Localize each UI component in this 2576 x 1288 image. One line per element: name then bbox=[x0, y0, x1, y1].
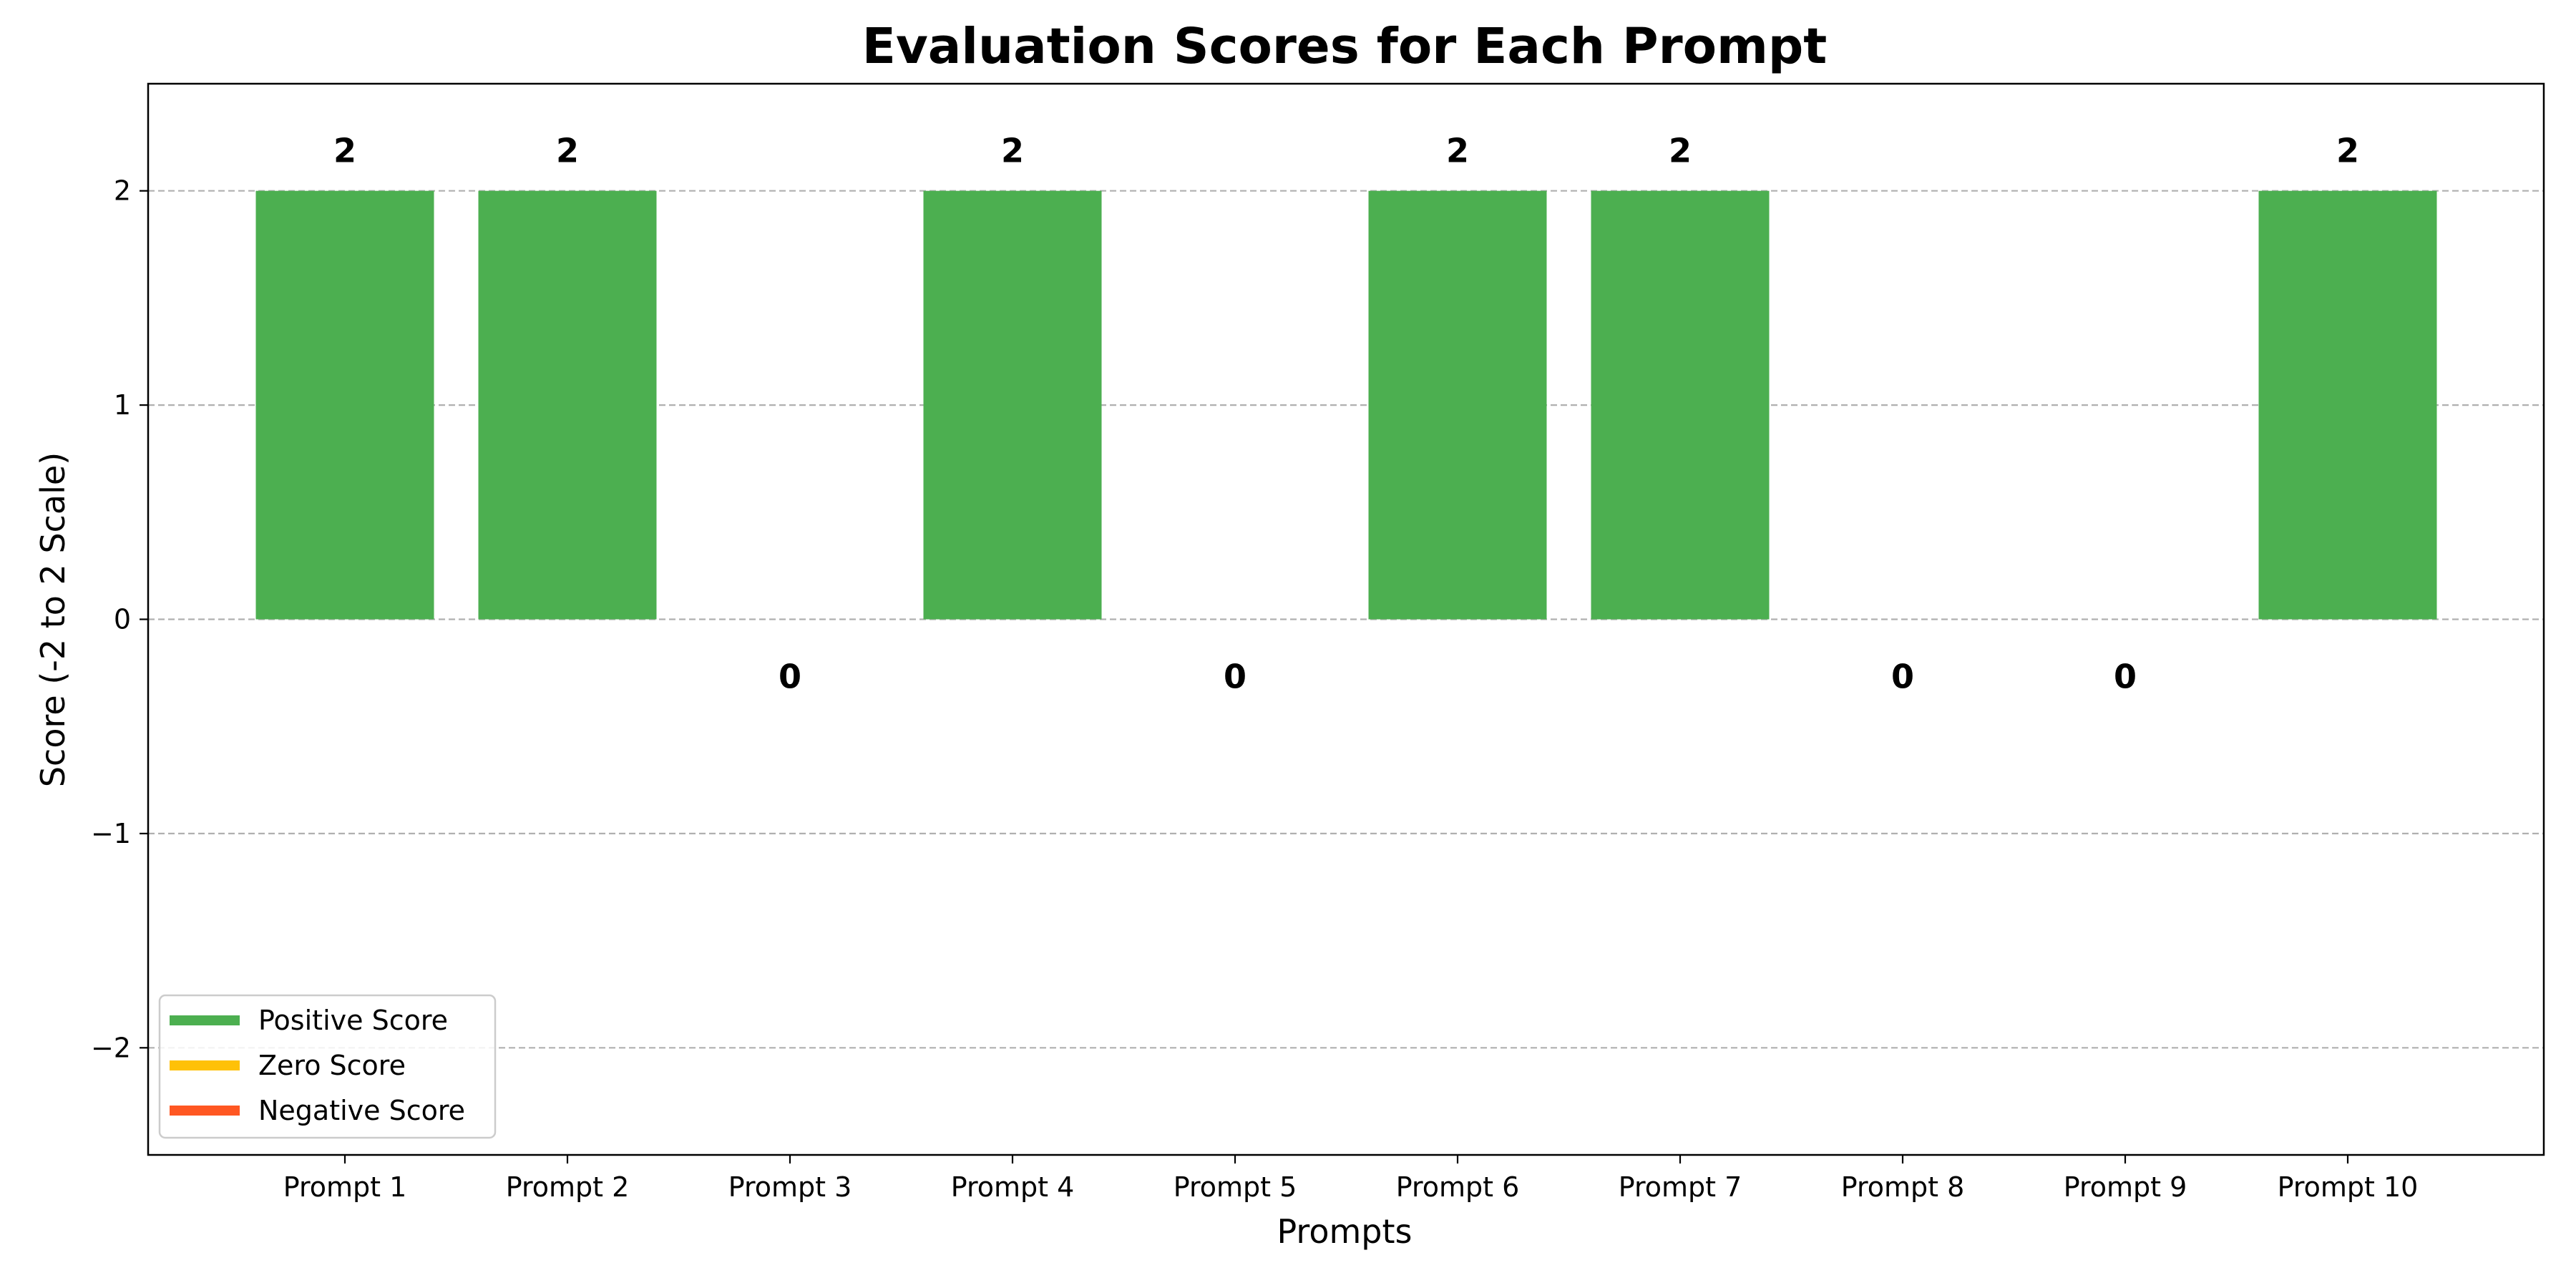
y-tick-label: 0 bbox=[114, 604, 131, 635]
x-tick-label: Prompt 5 bbox=[1174, 1171, 1297, 1203]
x-axis-ticks: Prompt 1 Prompt 2 Prompt 3 Prompt 4 Prompt 5… bbox=[283, 1155, 2419, 1203]
x-tick-label: Prompt 9 bbox=[2064, 1171, 2187, 1203]
legend-label: Negative Score bbox=[258, 1095, 465, 1126]
y-tick-label: 1 bbox=[114, 389, 131, 421]
x-tick-label: Prompt 6 bbox=[1396, 1171, 1520, 1203]
data-label: 2 bbox=[556, 132, 579, 170]
y-axis-ticks: −2 −1 0 1 2 bbox=[91, 175, 148, 1063]
legend-label: Positive Score bbox=[258, 1005, 448, 1036]
data-label: 0 bbox=[779, 658, 801, 696]
data-label: 0 bbox=[2114, 658, 2137, 696]
data-label: 2 bbox=[1001, 132, 1024, 170]
bar bbox=[478, 190, 657, 620]
data-label: 2 bbox=[1446, 132, 1469, 170]
bar bbox=[923, 190, 1102, 620]
y-axis-label: Score (-2 to 2 Scale) bbox=[34, 452, 72, 787]
gridlines bbox=[148, 190, 2544, 1049]
x-tick-label: Prompt 3 bbox=[728, 1171, 852, 1203]
bars bbox=[255, 190, 2437, 620]
y-tick-label: −2 bbox=[91, 1032, 131, 1063]
data-label: 0 bbox=[1224, 658, 1246, 696]
data-label: 2 bbox=[333, 132, 356, 170]
bar bbox=[255, 190, 434, 620]
data-label: 2 bbox=[1669, 132, 1692, 170]
x-tick-label: Prompt 1 bbox=[283, 1171, 407, 1203]
x-tick-label: Prompt 2 bbox=[506, 1171, 630, 1203]
bar bbox=[1591, 190, 1770, 620]
x-axis-label: Prompts bbox=[1277, 1212, 1413, 1251]
legend-entries: Positive Score Zero Score Negative Score bbox=[170, 1005, 465, 1126]
chart-title: Evaluation Scores for Each Prompt bbox=[862, 18, 1828, 75]
data-labels: 2 2 0 2 0 2 2 0 0 2 bbox=[333, 132, 2359, 696]
data-label: 2 bbox=[2336, 132, 2359, 170]
data-label: 0 bbox=[1891, 658, 1914, 696]
x-tick-label: Prompt 10 bbox=[2278, 1171, 2419, 1203]
legend-box bbox=[158, 994, 497, 1139]
y-tick-label: 2 bbox=[114, 175, 131, 207]
x-tick-label: Prompt 7 bbox=[1619, 1171, 1742, 1203]
bar bbox=[1368, 190, 1547, 620]
y-tick-label: −1 bbox=[91, 818, 131, 849]
legend-label: Zero Score bbox=[258, 1050, 406, 1081]
x-tick-label: Prompt 8 bbox=[1841, 1171, 1965, 1203]
x-tick-label: Prompt 4 bbox=[951, 1171, 1075, 1203]
bar bbox=[2258, 190, 2437, 620]
legend: Positive Score Zero Score Negative Score bbox=[158, 994, 497, 1139]
